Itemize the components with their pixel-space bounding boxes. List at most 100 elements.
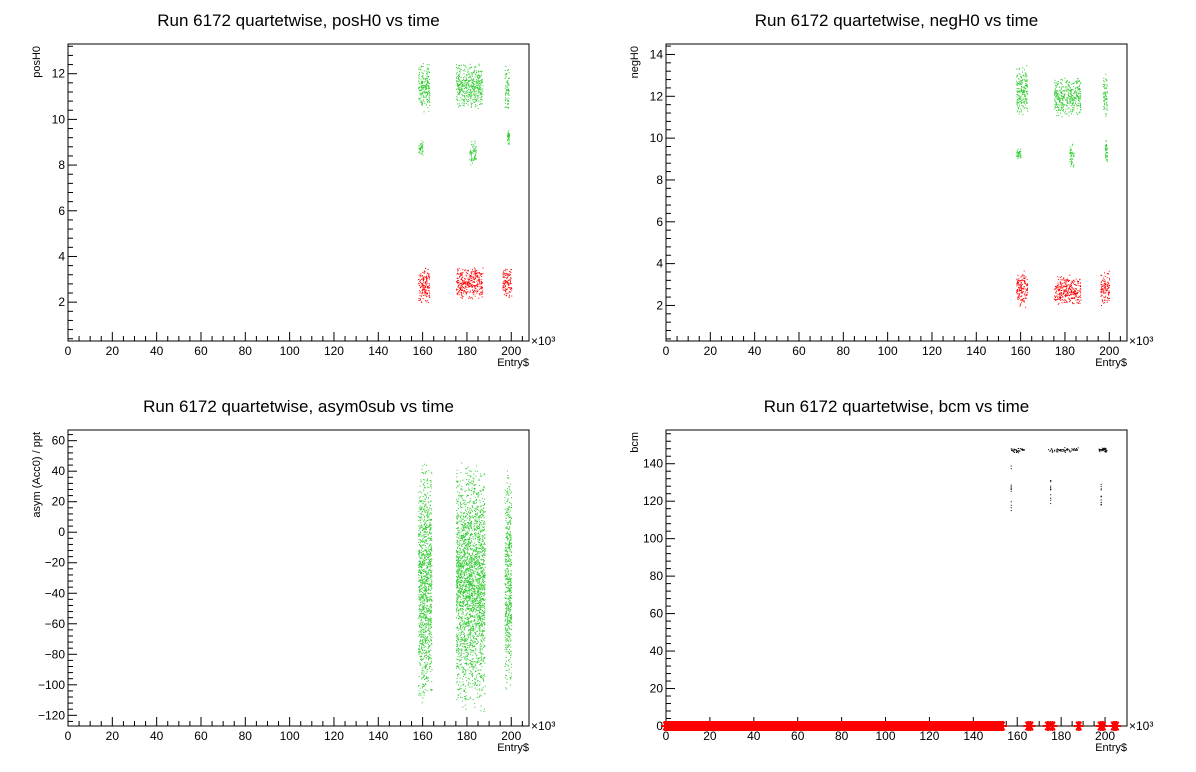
data-point <box>427 679 429 681</box>
data-point <box>1016 155 1018 157</box>
data-point <box>480 547 481 549</box>
data-point <box>1054 295 1055 297</box>
data-point <box>484 566 486 568</box>
data-point <box>1017 282 1019 284</box>
data-point <box>1063 90 1065 92</box>
data-point <box>1066 287 1068 289</box>
data-point <box>476 284 478 285</box>
data-point <box>467 568 469 570</box>
data-point <box>468 286 469 288</box>
data-point <box>426 515 428 517</box>
data-point <box>470 83 472 85</box>
data-point <box>458 78 459 80</box>
data-point <box>456 273 458 275</box>
data-point <box>456 72 458 74</box>
data-point <box>1079 93 1081 95</box>
data-point <box>1072 107 1074 109</box>
data-point <box>421 568 423 570</box>
data-point <box>1079 88 1081 90</box>
data-point <box>471 156 472 158</box>
data-point <box>1067 94 1069 96</box>
data-point <box>1026 102 1028 104</box>
data-point <box>430 608 432 610</box>
data-point <box>428 90 430 92</box>
data-point <box>457 80 458 82</box>
data-point <box>427 629 429 631</box>
data-point <box>1055 85 1056 87</box>
data-point <box>420 695 422 697</box>
data-point <box>430 610 432 612</box>
data-point <box>471 280 473 281</box>
data-point <box>424 588 426 590</box>
series-0 <box>1016 65 1108 168</box>
data-point <box>504 286 506 288</box>
data-point <box>1064 295 1066 297</box>
data-point <box>423 286 425 288</box>
data-point <box>418 574 420 576</box>
data-point <box>425 637 427 639</box>
data-point <box>423 605 425 607</box>
data-point <box>421 601 423 603</box>
x-tick-label: 160 <box>413 344 433 358</box>
data-point <box>1107 283 1109 285</box>
data-point <box>473 291 475 293</box>
data-point <box>1021 275 1023 277</box>
data-point <box>465 274 467 276</box>
data-point <box>423 285 425 287</box>
data-point <box>421 558 423 560</box>
data-point <box>507 81 508 83</box>
data-point <box>458 537 460 539</box>
data-point <box>1017 274 1019 276</box>
data-point <box>1017 297 1019 299</box>
data-point <box>431 549 433 551</box>
y-tick-label: 40 <box>52 464 66 478</box>
data-point <box>427 655 429 657</box>
data-point <box>1072 288 1074 290</box>
data-point <box>1065 104 1067 106</box>
data-point <box>425 505 427 507</box>
data-point <box>462 671 464 673</box>
data-point <box>466 282 468 284</box>
data-point <box>1105 284 1107 286</box>
data-point <box>421 87 422 89</box>
data-point <box>464 95 465 97</box>
data-point <box>1019 91 1021 93</box>
data-point <box>1069 86 1071 88</box>
data-point <box>1066 292 1068 293</box>
data-point <box>418 300 420 301</box>
data-point <box>1023 75 1025 77</box>
data-point <box>424 92 426 94</box>
data-point <box>1079 91 1081 92</box>
data-point <box>480 292 482 294</box>
data-point <box>424 554 426 556</box>
data-point <box>457 564 459 566</box>
data-point <box>430 508 432 510</box>
data-point <box>1059 109 1061 111</box>
data-point <box>458 65 460 67</box>
data-point <box>1079 97 1081 99</box>
data-point <box>1056 287 1058 289</box>
data-point <box>430 471 432 473</box>
data-point <box>506 89 508 91</box>
chart-panel-asym0sub: Run 6172 quartetwise, asym0sub vs time 0 2… <box>0 386 598 772</box>
data-point <box>471 632 473 634</box>
data-point <box>1066 293 1068 295</box>
data-point <box>429 578 431 580</box>
data-point <box>427 554 429 555</box>
data-point <box>426 550 428 552</box>
data-point <box>506 283 508 285</box>
data-point <box>463 520 465 522</box>
data-point <box>462 645 463 647</box>
data-point <box>430 513 432 515</box>
data-point <box>459 503 461 504</box>
data-point <box>471 74 473 76</box>
data-point <box>1054 100 1056 102</box>
data-point <box>1104 84 1106 86</box>
data-point <box>1077 86 1079 88</box>
data-point <box>422 291 423 293</box>
data-point <box>475 270 477 272</box>
data-point <box>477 563 479 565</box>
data-point <box>510 274 511 276</box>
data-point <box>429 656 430 658</box>
data-point <box>473 157 475 159</box>
